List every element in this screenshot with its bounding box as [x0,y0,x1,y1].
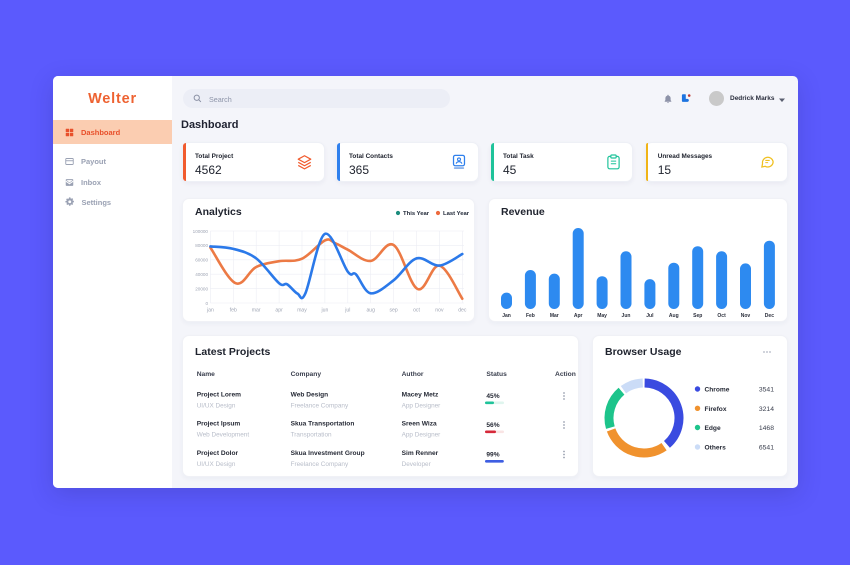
svg-text:nov: nov [435,308,444,314]
svg-text:Project Lorem: Project Lorem [197,392,241,399]
svg-text:80000: 80000 [195,243,208,248]
svg-text:UI/UX Design: UI/UX Design [197,403,236,410]
svg-text:Chrome: Chrome [705,387,730,394]
svg-text:Skua Investment Group: Skua Investment Group [291,450,365,457]
svg-text:Web Development: Web Development [197,432,250,439]
svg-text:Company: Company [291,371,322,378]
svg-text:Skua Transportation: Skua Transportation [291,421,355,428]
svg-text:Status: Status [486,371,507,378]
svg-text:20000: 20000 [195,286,208,291]
svg-text:jun: jun [320,308,328,314]
svg-text:1468: 1468 [759,425,774,432]
svg-text:App Designer: App Designer [402,432,442,439]
svg-text:Nov: Nov [741,313,751,319]
svg-text:Macey Metz: Macey Metz [402,392,439,399]
svg-text:Freelance Company: Freelance Company [291,461,349,468]
svg-text:Action: Action [555,371,576,378]
svg-text:3214: 3214 [759,406,774,413]
svg-text:May: May [597,313,607,319]
svg-text:feb: feb [230,308,237,314]
svg-text:aug: aug [366,308,375,314]
svg-text:Dec: Dec [765,313,774,319]
svg-text:3541: 3541 [759,387,774,394]
svg-text:App Designer: App Designer [402,403,442,410]
svg-text:56%: 56% [486,422,499,429]
svg-text:Developer: Developer [402,461,432,468]
svg-text:Others: Others [705,445,727,452]
svg-text:UI/UX Design: UI/UX Design [197,461,236,468]
svg-text:45%: 45% [486,393,499,400]
svg-text:Feb: Feb [526,313,535,319]
svg-text:may: may [297,308,307,314]
svg-text:99%: 99% [486,452,499,459]
svg-text:Jan: Jan [502,313,511,319]
svg-text:Transportation: Transportation [291,432,332,439]
svg-text:6541: 6541 [759,445,774,452]
svg-text:jul: jul [344,308,350,314]
svg-text:Oct: Oct [717,313,726,319]
svg-text:sep: sep [389,308,397,314]
svg-text:Edge: Edge [705,425,721,432]
svg-text:oct: oct [413,308,420,314]
svg-text:Project Ipsum: Project Ipsum [197,421,241,428]
svg-text:100000: 100000 [193,229,209,234]
svg-text:This Year: This Year [403,211,430,217]
svg-text:mar: mar [252,308,261,314]
svg-text:Web Design: Web Design [291,392,329,399]
svg-text:Sep: Sep [693,313,702,319]
svg-text:dec: dec [458,308,467,314]
svg-text:Mar: Mar [550,313,559,319]
svg-text:Jul: Jul [646,313,654,319]
svg-text:60000: 60000 [195,258,208,263]
svg-text:40000: 40000 [195,272,208,277]
svg-text:Freelance Company: Freelance Company [291,403,349,410]
svg-text:Last Year: Last Year [443,211,470,217]
svg-text:Project Dolor: Project Dolor [197,450,239,457]
svg-text:Firefox: Firefox [705,406,727,413]
svg-text:Apr: Apr [574,313,583,319]
svg-text:Sreen Wiza: Sreen Wiza [402,421,437,428]
svg-text:Aug: Aug [669,313,679,319]
svg-text:Author: Author [402,371,424,378]
svg-text:Sim Renner: Sim Renner [402,450,439,457]
svg-text:Jun: Jun [622,313,631,319]
svg-text:0: 0 [205,301,208,306]
svg-text:Name: Name [197,371,215,378]
svg-text:jan: jan [206,308,214,314]
svg-text:apr: apr [275,308,283,314]
